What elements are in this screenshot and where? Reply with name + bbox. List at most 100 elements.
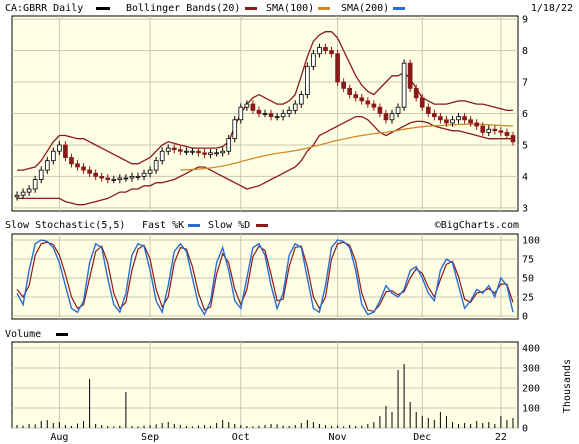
candle-body	[256, 109, 262, 114]
legend-slowd-label: Slow %D	[208, 220, 251, 231]
candle-body	[292, 103, 298, 111]
candle-body	[57, 144, 62, 152]
candle-body	[129, 176, 135, 179]
bollinger-lower-line	[17, 115, 513, 206]
candle-body	[32, 179, 38, 190]
candle-body	[268, 113, 274, 118]
candle-body	[456, 116, 461, 121]
candle-body	[432, 113, 437, 118]
candle-body	[425, 106, 431, 114]
candle-body	[147, 169, 153, 174]
x-axis-label: Sep	[141, 432, 159, 443]
candle-body	[63, 144, 68, 158]
candle-body	[75, 163, 80, 168]
stochastic-panel	[11, 233, 519, 320]
candle-body	[159, 150, 165, 162]
candle-body	[135, 176, 141, 178]
candle-body	[250, 103, 256, 111]
candle-body	[504, 131, 510, 136]
candle-body	[44, 160, 50, 171]
symbol-swatch	[96, 7, 110, 10]
candle-body	[486, 128, 492, 133]
legend-bollinger-swatch	[245, 7, 257, 10]
price-y-tick-label: 4	[522, 172, 528, 183]
candle-body	[383, 113, 389, 121]
candle-body	[377, 106, 383, 114]
watermark: ©BigCharts.com	[434, 220, 519, 231]
candle-body	[492, 128, 498, 132]
candle-body	[20, 191, 26, 196]
legend-sma200-label: SMA(200)	[341, 3, 390, 14]
candle-body	[123, 177, 129, 180]
candle-body	[311, 53, 316, 67]
x-axis-label: Dec	[413, 432, 431, 443]
x-axis-label: Nov	[329, 432, 347, 443]
volume-y-tick-label: 400	[522, 344, 540, 355]
candle-body	[117, 177, 123, 180]
price-y-tick-label: 5	[522, 140, 528, 151]
legend-fastk-swatch	[188, 224, 200, 227]
candle-body	[208, 152, 213, 155]
candle-body	[401, 62, 407, 108]
stoch-y-tick-label: 75	[522, 255, 534, 266]
price-y-tick-label: 9	[522, 15, 528, 26]
candle-body	[226, 138, 232, 152]
candle-body	[474, 122, 480, 127]
candle-body	[87, 169, 92, 174]
candle-body	[407, 62, 413, 89]
candle-body	[38, 169, 44, 180]
candle-body	[177, 149, 183, 152]
candle-body	[341, 81, 346, 89]
candle-body	[305, 65, 310, 96]
candle-body	[244, 103, 250, 108]
candle-body	[262, 113, 268, 115]
candle-body	[190, 150, 195, 153]
volume-title: Volume	[5, 329, 42, 340]
fast-k-line	[16, 239, 514, 317]
stochastic-title: Slow Stochastic(5,5)	[5, 220, 126, 231]
stoch-y-tick-label: 50	[522, 274, 534, 285]
candle-body	[419, 97, 425, 108]
candle-body	[359, 97, 365, 102]
legend-sma200-swatch	[393, 7, 405, 10]
volume-legend: Volume	[0, 327, 579, 342]
volume-y-tick-label: 300	[522, 364, 540, 375]
candle-body	[323, 47, 328, 51]
legend-sma100-swatch	[318, 7, 330, 10]
bollinger-upper-line	[17, 31, 513, 171]
symbol-label: CA:GBRR Daily	[5, 3, 84, 14]
candle-body	[202, 152, 207, 155]
candle-body	[165, 147, 171, 152]
candle-body	[93, 172, 98, 177]
candle-body	[105, 177, 111, 180]
candle-body	[395, 106, 401, 114]
price-y-tick-label: 8	[522, 46, 528, 57]
candle-body	[220, 150, 225, 154]
candle-body	[371, 103, 377, 108]
legend-bollinger-label: Bollinger Bands(20)	[126, 3, 241, 14]
price-legend: CA:GBRR Daily Bollinger Bands(20) SMA(10…	[0, 1, 579, 16]
volume-unit-label: Thousands	[562, 359, 573, 413]
candle-body	[14, 194, 20, 198]
candle-body	[365, 100, 371, 105]
stochastic-legend: Slow Stochastic(5,5) Fast %K Slow %D ©Bi…	[0, 218, 579, 233]
candle-body	[50, 150, 56, 162]
stoch-y-tick-label: 100	[522, 236, 540, 247]
volume-swatch	[56, 333, 68, 336]
price-y-tick-label: 7	[522, 78, 528, 89]
volume-panel	[11, 341, 519, 429]
candle-body	[280, 113, 286, 118]
candle-body	[498, 130, 504, 133]
candle-body	[329, 50, 334, 55]
sma100-line	[180, 123, 514, 171]
candle-body	[111, 179, 117, 181]
stoch-y-tick-label: 25	[522, 293, 534, 304]
price-y-tick-label: 3	[522, 203, 528, 214]
candle-body	[450, 119, 455, 124]
x-axis-label: 22	[495, 432, 507, 443]
candle-body	[214, 152, 219, 155]
volume-y-tick-label: 100	[522, 404, 540, 415]
x-axis-label: Aug	[50, 432, 68, 443]
